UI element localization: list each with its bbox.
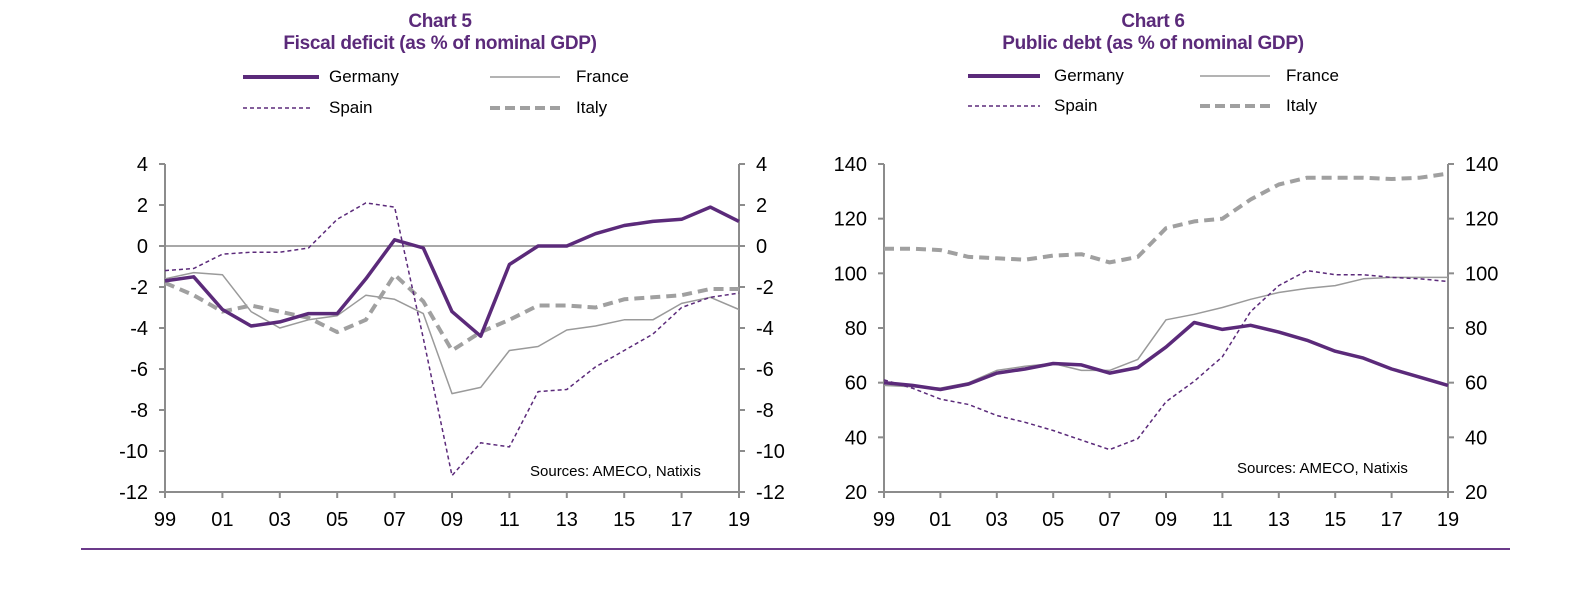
- legend-item-italy: Italy: [490, 98, 607, 118]
- x-tick-label: 15: [613, 509, 635, 531]
- y-tick-label-right: 0: [756, 236, 767, 258]
- chart-5-plot: 4 4 2 2 0 0 -2 -2 -4 -4 -6 -6 -8 -8 -10 -10 -12 -12 99 01 03…: [119, 154, 785, 531]
- x-tick-label: 99: [873, 509, 895, 531]
- legend-label: Germany: [1054, 66, 1124, 85]
- y-tick-label-right: -10: [756, 441, 785, 463]
- series-line-spain: [883, 269, 1449, 451]
- x-tick-label: 03: [986, 509, 1008, 531]
- y-tick-label-right: -2: [756, 277, 774, 299]
- y-tick-label-left: -4: [130, 318, 148, 340]
- x-tick-label: 07: [383, 509, 405, 531]
- chart-5-panel: Chart 5 Fiscal deficit (as % of nominal …: [0, 0, 800, 540]
- legend-label: Italy: [1286, 96, 1318, 115]
- y-tick-label-right: -4: [756, 318, 774, 340]
- chart-6-plot: 140 140 120 120 100 100 80 80 60 60 40 40 20 20 99 01 03…: [834, 154, 1499, 531]
- legend-label: Germany: [329, 67, 399, 86]
- y-tick-label-right: 2: [756, 195, 767, 217]
- x-tick-label: 09: [1155, 509, 1177, 531]
- x-tick-label: 17: [670, 509, 692, 531]
- y-tick-label-right: 60: [1465, 373, 1487, 395]
- legend-swatch-italy: [1200, 104, 1272, 108]
- x-tick-label: 09: [441, 509, 463, 531]
- legend-label: Spain: [329, 98, 373, 117]
- legend-swatch-france: [490, 76, 560, 78]
- y-tick-label-left: -2: [130, 277, 148, 299]
- series-line-germany: [164, 205, 740, 338]
- x-tick-label: 19: [728, 509, 750, 531]
- chart-subtitle: Fiscal deficit (as % of nominal GDP): [283, 33, 597, 54]
- sources-note: Sources: AMECO, Natixis: [1237, 460, 1408, 477]
- y-tick-label-right: -12: [756, 482, 785, 504]
- x-tick-label: 03: [269, 509, 291, 531]
- y-tick-label-right: -6: [756, 359, 774, 381]
- legend-item-france: France: [1200, 66, 1339, 86]
- legend-item-germany: Germany: [968, 66, 1124, 86]
- x-tick-label: 13: [1268, 509, 1290, 531]
- x-tick-label: 99: [154, 509, 176, 531]
- x-tick-label: 07: [1098, 509, 1120, 531]
- x-tick-label: 01: [929, 509, 951, 531]
- series-line-italy: [884, 171, 1449, 265]
- y-tick-label-right: -8: [756, 400, 774, 422]
- page-divider: [81, 548, 1510, 550]
- chart-6-panel: Chart 6 Public debt (as % of nominal GDP…: [800, 0, 1594, 540]
- legend-label: Spain: [1054, 96, 1098, 115]
- y-tick-label-left: 80: [845, 318, 867, 340]
- y-tick-label-left: 20: [845, 482, 867, 504]
- x-tick-label: 13: [556, 509, 578, 531]
- y-tick-label-left: 2: [137, 195, 148, 217]
- legend-swatch-spain: [968, 105, 1040, 107]
- series-line-spain: [164, 202, 740, 477]
- legend-label: France: [1286, 66, 1339, 85]
- legend-swatch-spain: [243, 107, 313, 109]
- x-tick-label: 01: [211, 509, 233, 531]
- sources-note: Sources: AMECO, Natixis: [530, 463, 701, 480]
- y-tick-label-left: -12: [119, 482, 148, 504]
- legend-item-germany: Germany: [243, 67, 399, 87]
- y-tick-label-right: 100: [1465, 263, 1498, 285]
- x-tick-label: 19: [1437, 509, 1459, 531]
- y-tick-label-left: -10: [119, 441, 148, 463]
- legend-item-spain: Spain: [968, 96, 1097, 116]
- y-tick-label-right: 80: [1465, 318, 1487, 340]
- chart-number: Chart 5: [408, 11, 472, 32]
- series-line-france: [883, 276, 1448, 389]
- y-tick-label-left: 140: [834, 154, 867, 176]
- chart-title: Chart 6 Public debt (as % of nominal GDP…: [853, 11, 1453, 55]
- y-tick-label-right: 40: [1465, 427, 1487, 449]
- series-line-italy: [164, 272, 739, 353]
- y-tick-label-left: 100: [834, 263, 867, 285]
- y-tick-label-right: 140: [1465, 154, 1498, 176]
- legend-item-spain: Spain: [243, 98, 372, 118]
- x-tick-label: 11: [1212, 509, 1233, 531]
- y-tick-label-left: 4: [137, 154, 148, 176]
- y-tick-label-left: -8: [130, 400, 148, 422]
- series-line-france: [164, 271, 740, 395]
- chart-subtitle: Public debt (as % of nominal GDP): [1002, 33, 1304, 54]
- y-tick-label-right: 4: [756, 154, 767, 176]
- y-tick-label-left: 40: [845, 427, 867, 449]
- legend-item-france: France: [490, 67, 629, 87]
- y-tick-label-right: 120: [1465, 209, 1498, 231]
- x-tick-label: 11: [499, 509, 520, 531]
- y-tick-label-left: 60: [845, 373, 867, 395]
- legend-label: France: [576, 67, 629, 86]
- legend-label: Italy: [576, 98, 608, 117]
- x-tick-label: 15: [1324, 509, 1346, 531]
- legend-swatch-italy: [490, 106, 560, 110]
- x-tick-label: 17: [1380, 509, 1402, 531]
- legend-swatch-france: [1200, 75, 1270, 77]
- legend-item-italy: Italy: [1200, 96, 1317, 116]
- chart-number: Chart 6: [1121, 11, 1185, 32]
- x-tick-label: 05: [326, 509, 348, 531]
- y-tick-label-left: -6: [130, 359, 148, 381]
- legend-swatch-germany: [243, 75, 319, 79]
- y-tick-label-left: 0: [137, 236, 148, 258]
- x-tick-label: 05: [1042, 509, 1064, 531]
- y-tick-label-right: 20: [1465, 482, 1487, 504]
- legend-swatch-germany: [968, 74, 1040, 78]
- series-line-germany: [883, 320, 1449, 392]
- chart-title: Chart 5 Fiscal deficit (as % of nominal …: [140, 11, 740, 55]
- y-tick-label-left: 120: [834, 209, 867, 231]
